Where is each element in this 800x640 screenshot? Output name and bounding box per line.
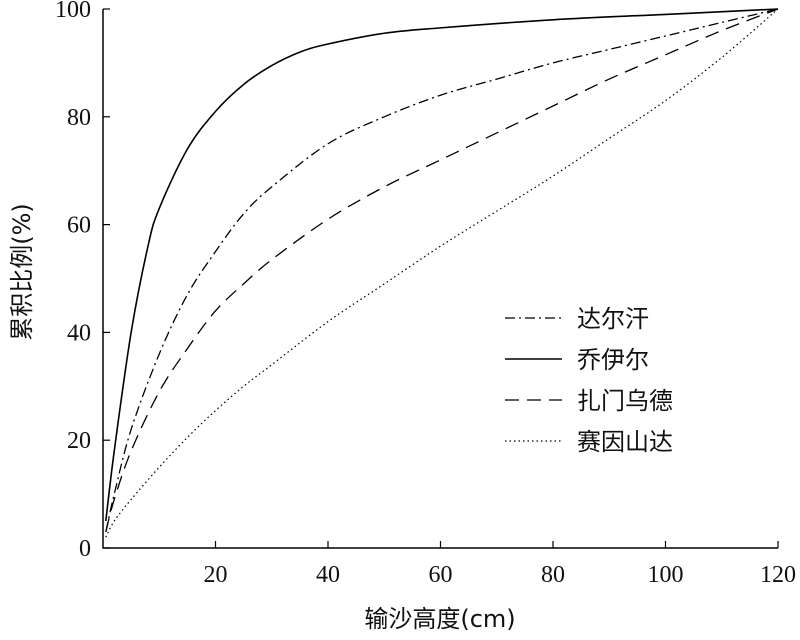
x-tick-label: 40 bbox=[316, 562, 340, 588]
legend-label: 扎门乌德 bbox=[577, 387, 673, 415]
y-tick-label: 80 bbox=[67, 105, 91, 131]
legend-label: 赛因山达 bbox=[577, 428, 673, 456]
legend-label: 乔伊尔 bbox=[577, 346, 649, 374]
y-tick-label: 100 bbox=[55, 0, 91, 23]
axes: 0 20 40 60 80 100 20 40 60 80 100 120 bbox=[55, 0, 796, 588]
y-tick-label: 60 bbox=[67, 213, 91, 239]
legend-label: 达尔汗 bbox=[577, 305, 649, 333]
axis-frame bbox=[102, 9, 778, 549]
x-tick-label: 120 bbox=[760, 562, 796, 588]
y-tick-label: 20 bbox=[67, 428, 91, 454]
series-line bbox=[105, 8, 779, 532]
x-tick-label: 60 bbox=[429, 562, 453, 588]
x-tick-label: 100 bbox=[648, 562, 684, 588]
series-line bbox=[105, 8, 779, 538]
y-axis-title: 累积比例(%) bbox=[8, 203, 36, 341]
series-line bbox=[105, 8, 779, 522]
plot-area bbox=[105, 8, 779, 538]
y-tick-label: 0 bbox=[79, 536, 91, 562]
x-tick-label: 20 bbox=[204, 562, 228, 588]
series-line bbox=[105, 8, 779, 532]
x-axis-title: 输沙高度(cm) bbox=[364, 605, 515, 633]
y-tick-label: 40 bbox=[67, 320, 91, 346]
x-tick-label: 80 bbox=[541, 562, 565, 588]
